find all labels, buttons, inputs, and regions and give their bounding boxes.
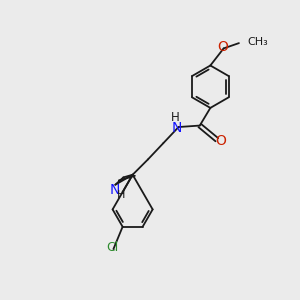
Text: O: O — [215, 134, 226, 148]
Text: N: N — [110, 183, 121, 197]
Text: H: H — [116, 190, 125, 200]
Text: CH₃: CH₃ — [248, 37, 268, 47]
Text: H: H — [171, 111, 180, 124]
Text: Cl: Cl — [106, 242, 118, 254]
Text: N: N — [172, 121, 182, 135]
Text: O: O — [217, 40, 228, 54]
